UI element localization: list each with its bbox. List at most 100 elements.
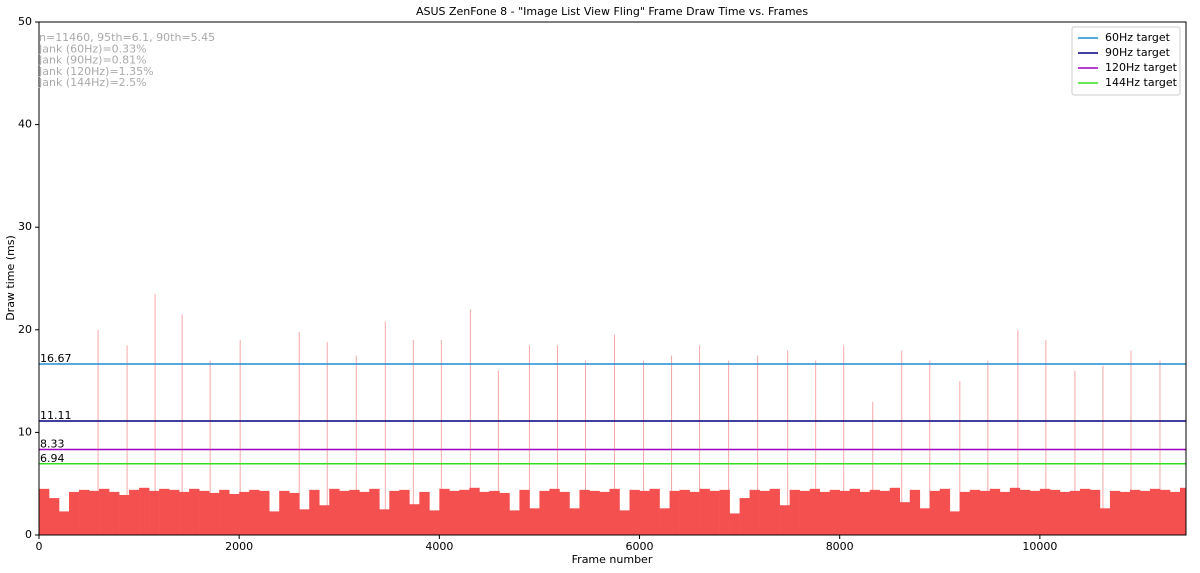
frame-bar xyxy=(1179,487,1187,535)
frame-bar xyxy=(209,492,220,535)
legend-label: 60Hz target xyxy=(1105,31,1171,44)
frame-bar xyxy=(1059,491,1071,535)
frame-bar xyxy=(959,491,971,535)
frame-bar xyxy=(279,490,290,535)
frame-bar xyxy=(419,491,430,535)
frame-bar xyxy=(119,494,130,535)
x-tick-label: 2000 xyxy=(225,540,253,553)
frame-bar xyxy=(459,489,470,535)
frame-bar xyxy=(809,488,820,535)
legend-label: 120Hz target xyxy=(1105,61,1178,74)
y-tick-label: 50 xyxy=(18,15,32,28)
frame-bar xyxy=(939,488,951,535)
plot-frame xyxy=(38,21,1187,536)
frame-bar xyxy=(1099,508,1111,535)
frame-bar xyxy=(1029,490,1041,535)
target-label: 6.94 xyxy=(40,452,65,465)
frame-bar xyxy=(389,490,400,535)
frame-bar xyxy=(1049,489,1061,535)
target-label: 11.11 xyxy=(40,409,72,422)
frame-bar xyxy=(239,491,250,535)
y-tick-label: 0 xyxy=(25,528,32,541)
frame-bar xyxy=(529,508,540,535)
frame-bar xyxy=(299,509,310,535)
frame-bar xyxy=(729,513,740,535)
frame-bar xyxy=(379,509,390,535)
frame-bar xyxy=(579,489,590,535)
chart-title: ASUS ZenFone 8 - "Image List View Fling"… xyxy=(416,5,808,18)
frame-bar xyxy=(759,490,770,535)
frame-bar xyxy=(839,490,851,535)
frame-bar xyxy=(1149,488,1161,535)
annotation: Jank (90Hz)=0.81% xyxy=(38,54,147,67)
frame-bar xyxy=(199,490,210,535)
x-tick-label: 4000 xyxy=(425,540,453,553)
frame-bar xyxy=(519,489,530,535)
frame-bar xyxy=(129,489,140,535)
frame-bar xyxy=(1129,489,1141,535)
frame-bar xyxy=(139,487,150,535)
frame-bar xyxy=(879,490,891,535)
frame-bar xyxy=(339,490,350,535)
y-axis-label: Draw time (ms) xyxy=(4,235,17,321)
frame-bar xyxy=(329,488,340,535)
frame-bar xyxy=(59,511,70,535)
frame-bar xyxy=(1119,491,1131,535)
x-tick-label: 10000 xyxy=(1022,540,1057,553)
frame-bar xyxy=(1079,488,1091,535)
frame-bar xyxy=(989,488,1001,535)
frame-bar xyxy=(499,492,510,535)
frame-bar xyxy=(609,488,620,535)
frame-bar xyxy=(249,489,260,535)
frame-bar xyxy=(679,489,690,535)
x-tick-label: 6000 xyxy=(626,540,654,553)
frame-bar xyxy=(449,490,460,535)
x-tick-label: 0 xyxy=(36,540,43,553)
target-label: 8.33 xyxy=(40,438,65,451)
frame-bar xyxy=(89,490,100,535)
frame-bar xyxy=(179,491,190,535)
frame-bar xyxy=(289,492,300,535)
frame-bar xyxy=(889,487,901,535)
frame-bar xyxy=(859,491,871,535)
frame-bar xyxy=(849,488,861,535)
frame-bar xyxy=(219,489,230,535)
legend-box xyxy=(1071,26,1181,96)
frame-bar xyxy=(349,489,360,535)
frame-bar xyxy=(949,511,961,535)
frame-bar xyxy=(869,489,881,535)
frame-bar xyxy=(829,489,840,535)
frame-bar xyxy=(1169,491,1181,535)
frame-bar xyxy=(49,498,60,535)
frame-bar xyxy=(919,508,931,535)
frame-bar xyxy=(319,505,330,535)
frame-bar xyxy=(399,489,410,535)
frame-bar xyxy=(749,489,760,535)
frame-bar xyxy=(479,491,490,535)
frame-bar xyxy=(739,498,750,535)
frame-bar xyxy=(39,488,50,535)
frame-bar xyxy=(899,502,911,535)
frame-bar xyxy=(789,489,800,535)
frame-bar xyxy=(99,488,110,535)
frame-bar xyxy=(1159,489,1171,535)
frame-bar xyxy=(489,490,500,535)
frame-bar xyxy=(1009,487,1021,535)
frame-bar xyxy=(719,489,730,535)
frame-bar xyxy=(659,508,670,535)
frame-bar xyxy=(269,511,280,535)
frame-bar xyxy=(539,490,550,535)
annotation: Jank (60Hz)=0.33% xyxy=(38,42,147,55)
frame-bar xyxy=(109,491,120,535)
frame-bar xyxy=(469,487,480,535)
target-label: 16.67 xyxy=(40,352,72,365)
frame-bar xyxy=(549,488,560,535)
frame-bar xyxy=(79,489,90,535)
frame-bar xyxy=(589,490,600,535)
frame-bar xyxy=(149,490,160,535)
frame-bar xyxy=(599,491,610,535)
frame-bar xyxy=(709,490,720,535)
frame-bar xyxy=(509,510,520,535)
frame-bar xyxy=(649,488,660,535)
frame-bar xyxy=(619,510,630,535)
